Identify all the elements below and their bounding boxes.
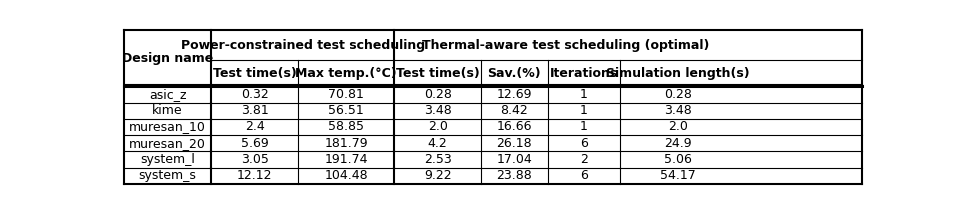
Text: muresan_10: muresan_10 — [129, 120, 206, 133]
Text: 17.04: 17.04 — [496, 153, 531, 166]
Text: 54.17: 54.17 — [659, 169, 696, 182]
Text: 181.79: 181.79 — [324, 137, 367, 150]
Text: 23.88: 23.88 — [496, 169, 531, 182]
Text: 2.4: 2.4 — [244, 120, 264, 133]
Text: 24.9: 24.9 — [664, 137, 691, 150]
Text: 12.12: 12.12 — [236, 169, 272, 182]
Text: Max temp.(°C): Max temp.(°C) — [295, 67, 397, 80]
Text: 6: 6 — [579, 169, 587, 182]
Text: 16.66: 16.66 — [496, 120, 531, 133]
Text: 9.22: 9.22 — [424, 169, 451, 182]
Text: Test time(s): Test time(s) — [395, 67, 479, 80]
Text: Power-constrained test scheduling: Power-constrained test scheduling — [181, 39, 424, 52]
Text: 0.32: 0.32 — [240, 88, 268, 101]
Text: 12.69: 12.69 — [496, 88, 531, 101]
Text: 191.74: 191.74 — [324, 153, 367, 166]
Text: 26.18: 26.18 — [496, 137, 531, 150]
Text: Iterations: Iterations — [549, 67, 617, 80]
Text: system_l: system_l — [140, 153, 195, 166]
Text: 3.48: 3.48 — [424, 104, 451, 117]
Text: 8.42: 8.42 — [500, 104, 528, 117]
Text: 56.51: 56.51 — [328, 104, 363, 117]
Text: 1: 1 — [579, 120, 587, 133]
Text: 104.48: 104.48 — [324, 169, 367, 182]
Text: 2.53: 2.53 — [424, 153, 451, 166]
Text: 6: 6 — [579, 137, 587, 150]
Text: muresan_20: muresan_20 — [129, 137, 206, 150]
Text: Thermal-aware test scheduling (optimal): Thermal-aware test scheduling (optimal) — [421, 39, 708, 52]
Text: 5.69: 5.69 — [240, 137, 268, 150]
Text: 3.48: 3.48 — [664, 104, 692, 117]
Text: system_s: system_s — [138, 169, 196, 182]
Text: 2.0: 2.0 — [668, 120, 687, 133]
Text: Sav.(%): Sav.(%) — [487, 67, 541, 80]
Text: 58.85: 58.85 — [328, 120, 364, 133]
Text: asic_z: asic_z — [149, 88, 186, 101]
Text: 2.0: 2.0 — [428, 120, 447, 133]
Text: 1: 1 — [579, 104, 587, 117]
Text: kime: kime — [152, 104, 183, 117]
Text: Design name: Design name — [122, 52, 213, 65]
Text: 1: 1 — [579, 88, 587, 101]
Text: 2: 2 — [579, 153, 587, 166]
Text: 3.81: 3.81 — [240, 104, 268, 117]
Text: 0.28: 0.28 — [423, 88, 451, 101]
Text: 5.06: 5.06 — [664, 153, 692, 166]
Text: 70.81: 70.81 — [328, 88, 363, 101]
Text: Simulation length(s): Simulation length(s) — [605, 67, 750, 80]
Text: 3.05: 3.05 — [240, 153, 268, 166]
Text: 0.28: 0.28 — [664, 88, 692, 101]
Text: Test time(s): Test time(s) — [212, 67, 296, 80]
Text: 4.2: 4.2 — [428, 137, 447, 150]
